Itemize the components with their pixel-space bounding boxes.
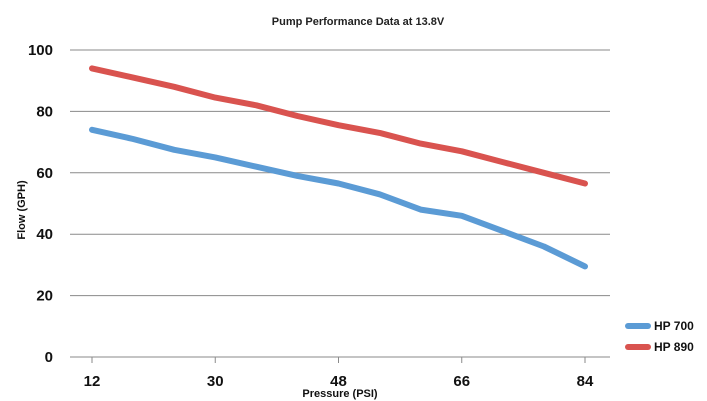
y-tick-label: 100 [28, 42, 53, 59]
x-axis-label: Pressure (PSI) [302, 388, 378, 400]
y-tick-label: 0 [45, 349, 53, 366]
x-tick-label: 66 [453, 373, 470, 390]
series-line-hp-700 [89, 126, 588, 270]
series-lines [89, 65, 588, 270]
y-tick-label: 80 [36, 103, 53, 120]
x-tick-label: 30 [207, 373, 224, 390]
legend-label: HP 890 [654, 340, 694, 354]
series-line-hp-890 [89, 65, 588, 187]
y-axis-label: Flow (GPH) [16, 180, 28, 240]
legend: HP 700 HP 890 [625, 319, 694, 354]
y-tick-label: 20 [36, 288, 53, 305]
legend-label: HP 700 [654, 319, 694, 333]
grid-lines [70, 49, 610, 358]
y-axis-ticks: 0 20 40 60 80 100 [28, 42, 53, 366]
x-tick-label: 84 [577, 373, 594, 390]
chart-title: Pump Performance Data at 13.8V [272, 16, 445, 28]
x-tick-label: 12 [84, 373, 101, 390]
y-tick-label: 40 [36, 226, 53, 243]
x-tick-label: 48 [330, 373, 347, 390]
y-tick-label: 60 [36, 165, 53, 182]
x-axis-ticks: 12 30 48 66 84 [84, 357, 594, 390]
